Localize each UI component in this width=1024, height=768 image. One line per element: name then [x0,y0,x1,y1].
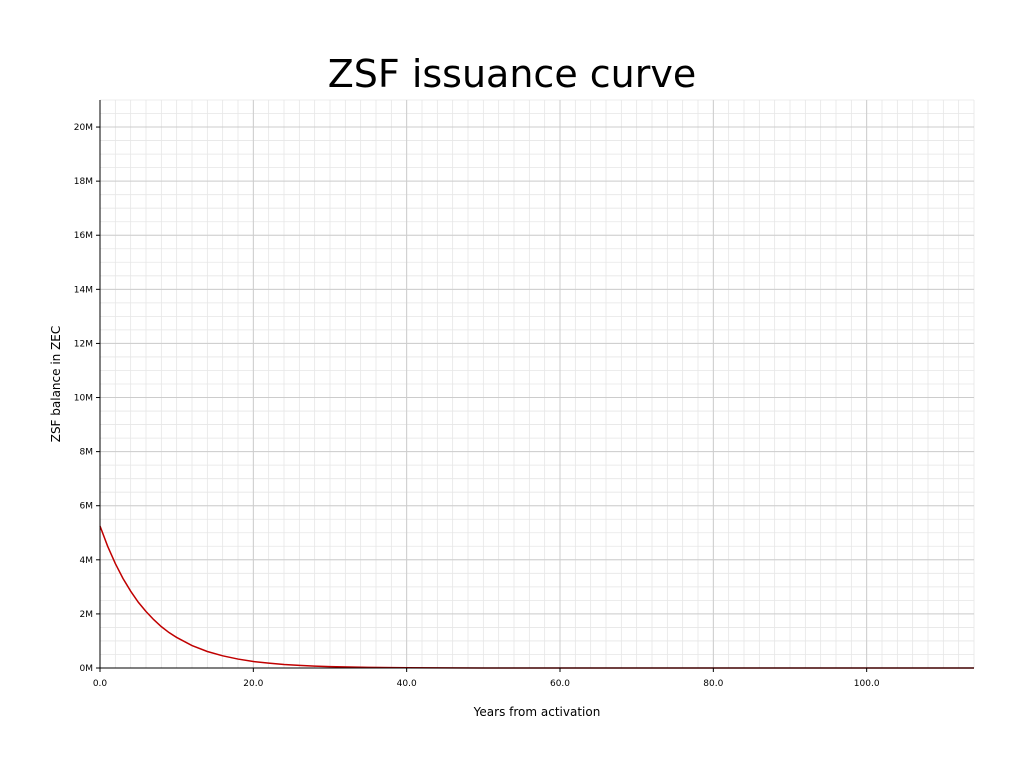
y-tick-label: 14M [74,285,93,295]
y-tick-label: 10M [74,394,93,404]
chart-title: ZSF issuance curve [328,52,697,96]
series-layer [99,525,974,669]
y-tick-label: 8M [80,448,94,458]
y-axis-label: ZSF balance in ZEC [49,326,63,443]
x-tick-label: 40.0 [397,679,417,689]
x-tick-label: 100.0 [854,679,880,689]
y-tick-label: 2M [80,610,94,620]
y-tick-label: 12M [74,339,93,349]
y-tick-label: 18M [74,177,93,187]
x-tick-label: 0.0 [93,679,108,689]
y-tick-label: 0M [80,664,94,674]
x-tick-label: 20.0 [243,679,263,689]
major-grid [99,100,974,669]
y-tick-label: 20M [74,123,93,133]
ticks: 0.0 20.0 40.0 60.0 80.0 100.0 0M 2M 4M 6M 8M 10M 12M… [74,123,880,689]
x-tick-label: 60.0 [550,679,570,689]
x-axis-label: Years from activation [473,705,601,719]
y-tick-label: 16M [74,231,93,241]
series-line [99,525,974,669]
axes [99,100,974,669]
y-tick-label: 4M [80,556,94,566]
minor-grid [99,99,975,669]
x-tick-label: 80.0 [703,679,723,689]
y-tick-label: 6M [80,502,94,512]
